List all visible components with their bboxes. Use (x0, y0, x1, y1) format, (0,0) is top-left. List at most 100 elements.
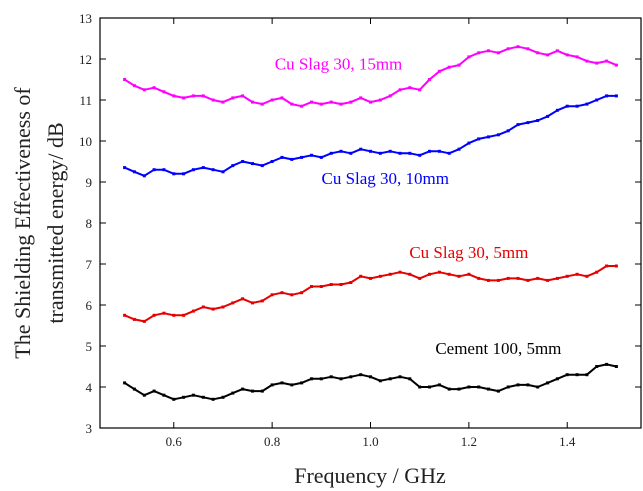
data-point (605, 264, 609, 268)
data-point (280, 381, 284, 385)
data-point (437, 383, 441, 387)
data-point (191, 94, 195, 98)
data-point (496, 51, 500, 55)
y-axis-title-line-1: The Shielding Effectiveness of (10, 87, 35, 359)
data-point (300, 155, 304, 159)
data-point (132, 387, 136, 391)
data-point (280, 155, 284, 159)
data-point (496, 133, 500, 137)
data-point (152, 86, 156, 90)
data-point (614, 94, 618, 98)
y-tick-label: 9 (86, 175, 93, 190)
data-point (418, 153, 422, 157)
data-point (457, 147, 461, 151)
data-point (388, 272, 392, 276)
data-point (152, 168, 156, 172)
data-point (378, 379, 382, 383)
data-point (162, 393, 166, 397)
data-point (487, 387, 490, 391)
data-point (467, 141, 471, 145)
data-point (349, 100, 353, 104)
data-point (191, 168, 195, 172)
data-point (565, 53, 569, 57)
data-point (536, 276, 540, 280)
data-point (123, 313, 127, 317)
data-point (447, 65, 451, 69)
data-point (614, 264, 618, 268)
data-point (614, 63, 618, 67)
data-point (182, 395, 186, 399)
series-label: Cu Slag 30, 5mm (409, 243, 528, 262)
x-tick-label: 1.2 (461, 434, 477, 449)
data-point (231, 301, 235, 305)
data-point (595, 365, 599, 368)
data-point (408, 86, 412, 90)
y-tick-label: 5 (86, 339, 93, 354)
data-point (152, 389, 156, 393)
data-point (546, 278, 550, 282)
data-point (270, 293, 274, 297)
data-point (241, 160, 245, 163)
data-point (300, 291, 304, 295)
data-point (142, 88, 146, 92)
data-point (487, 135, 490, 139)
data-point (369, 100, 372, 104)
data-point (319, 377, 323, 381)
data-point (526, 278, 530, 282)
data-point (487, 49, 490, 53)
data-point (142, 393, 146, 397)
data-point (585, 102, 589, 106)
data-point (526, 121, 530, 125)
data-point (536, 385, 540, 389)
data-point (201, 166, 205, 170)
data-point (300, 381, 304, 385)
data-point (182, 172, 186, 176)
data-point (378, 274, 382, 278)
data-point (447, 272, 451, 276)
data-point (585, 274, 589, 278)
data-point (319, 102, 323, 106)
data-point (329, 100, 333, 104)
data-point (310, 377, 313, 381)
data-point (260, 102, 264, 106)
data-point (201, 94, 205, 98)
data-point (516, 383, 520, 387)
data-point (162, 168, 166, 172)
data-point (605, 362, 609, 366)
data-point (172, 397, 176, 401)
data-point (555, 276, 559, 280)
data-point (319, 155, 323, 159)
ticks: 0.6 0.8 1.0 1.2 1.4 3 4 5 6 7 8 9 10 11 12 13 (79, 11, 641, 449)
data-point (359, 274, 363, 278)
data-point (398, 88, 402, 92)
data-point (221, 305, 225, 309)
data-point (585, 373, 589, 377)
data-point (477, 276, 481, 280)
data-point (211, 168, 215, 172)
data-point (339, 102, 343, 106)
series (123, 45, 618, 401)
data-point (575, 272, 579, 276)
data-point (251, 100, 254, 104)
data-point (349, 151, 353, 155)
plot-frame (99, 17, 642, 429)
data-point (201, 395, 205, 399)
data-point (349, 375, 353, 379)
y-tick-label: 13 (79, 11, 92, 26)
data-point (241, 94, 245, 98)
data-point (191, 309, 195, 313)
data-point (290, 383, 294, 387)
data-point (388, 149, 392, 153)
data-point (280, 96, 284, 100)
data-point (191, 393, 195, 397)
data-point (369, 375, 372, 379)
data-point (241, 297, 245, 301)
data-point (270, 98, 274, 102)
x-tick-label: 1.0 (362, 434, 378, 449)
data-point (614, 365, 618, 368)
data-point (201, 305, 205, 309)
data-point (260, 389, 264, 393)
data-point (270, 383, 274, 387)
data-point (251, 389, 254, 393)
